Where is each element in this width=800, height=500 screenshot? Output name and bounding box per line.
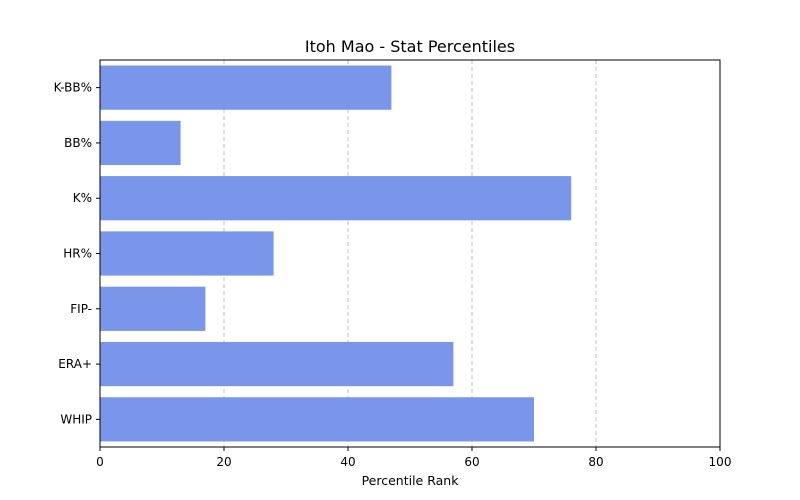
chart-title: Itoh Mao - Stat Percentiles (305, 37, 515, 56)
x-tick-label-1: 20 (216, 455, 231, 469)
grid (223, 60, 597, 447)
x-tick-label-3: 60 (464, 455, 479, 469)
x-tick-label-0: 0 (96, 455, 104, 469)
x-axis-label: Percentile Rank (362, 473, 460, 488)
bar-era (100, 341, 454, 387)
bar-k-bb (100, 65, 392, 110)
bar-k (100, 176, 572, 221)
x-tick-label-2: 40 (340, 455, 355, 469)
y-tick-label-4: FIP- (70, 302, 92, 316)
bar-hr (100, 231, 274, 276)
y-tick-label-5: ERA+ (58, 357, 92, 371)
y-axis-ticks: K-BB% BB% K% HR% FIP- ERA+ WHIP (54, 81, 100, 426)
bars (100, 65, 572, 442)
x-tick-label-5: 100 (709, 455, 732, 469)
y-tick-label-6: WHIP (60, 412, 92, 426)
bar-bb (100, 120, 181, 166)
bar-fip (100, 286, 206, 331)
y-tick-label-1: BB% (64, 136, 92, 150)
x-tick-label-4: 80 (588, 455, 603, 469)
x-axis-ticks: 0 20 40 60 80 100 (96, 447, 731, 469)
y-tick-label-2: K% (73, 191, 92, 205)
y-tick-label-0: K-BB% (54, 81, 92, 95)
y-tick-label-3: HR% (63, 247, 92, 261)
bar-whip (100, 397, 534, 442)
